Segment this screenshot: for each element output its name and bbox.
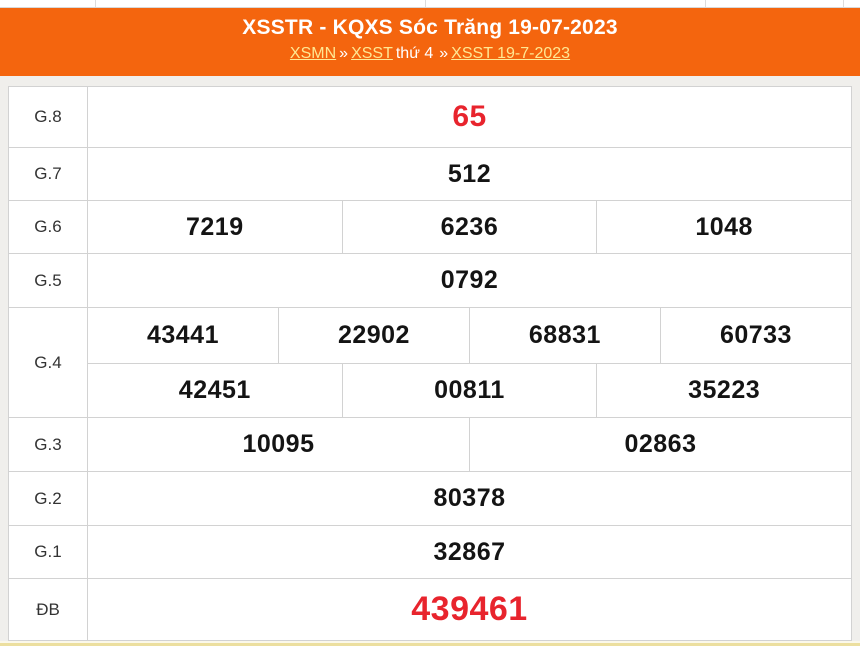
cropped-cell-border (843, 0, 844, 7)
prize-number: 512 (87, 147, 852, 201)
prize-label: G.8 (8, 86, 88, 148)
page-title: XSSTR - KQXS Sóc Trăng 19-07-2023 (242, 16, 618, 39)
prize-label: G.7 (8, 147, 88, 201)
prize-row-g7: G.7 512 (8, 147, 852, 201)
prize-row-g5: G.5 0792 (8, 253, 852, 308)
prize-number: 60733 (659, 307, 853, 364)
prize-number: 6236 (341, 200, 598, 254)
prize-row-g3: G.3 10095 02863 (8, 417, 853, 472)
breadcrumb-separator: » (339, 45, 349, 62)
bottom-divider (0, 641, 860, 646)
results-table: G.8 65 G.7 512 G.6 7219 6236 1048 G.5 07… (8, 86, 853, 641)
prize-label: G.1 (8, 525, 88, 579)
prize-label: G.3 (8, 417, 88, 472)
prize-row-g1: G.1 32867 (8, 525, 852, 579)
prize-number: 65 (87, 86, 852, 148)
bottom-divider-cream (0, 641, 860, 643)
top-cropped-row (0, 0, 860, 8)
prize-number: 32867 (87, 525, 852, 579)
prize-number: 7219 (87, 200, 343, 254)
prize-number: 02863 (468, 417, 853, 472)
prize-row-g2: G.2 80378 (8, 471, 852, 526)
prize-number: 1048 (596, 200, 852, 254)
cropped-cell-border (425, 0, 426, 7)
breadcrumb-link-region[interactable]: XSMN (289, 45, 337, 62)
breadcrumb: XSMN» XSST thứ 4» XSST 19-7-2023 (0, 43, 860, 65)
prize-row-g4-line2: 42451 00811 35223 (9, 363, 852, 418)
breadcrumb-link-date[interactable]: XSST 19-7-2023 (451, 45, 571, 62)
prize-number: 43441 (87, 307, 279, 364)
prize-label: G.4 (8, 307, 88, 418)
breadcrumb-weekday: thứ 4 (395, 45, 434, 62)
prize-row-g4-line1: G.4 43441 22902 68831 60733 (8, 307, 853, 418)
prize-number: 0792 (87, 253, 852, 308)
result-header: XSSTR - KQXS Sóc Trăng 19-07-2023 XSMN» X… (0, 8, 860, 76)
prize-row-g8: G.8 65 (8, 86, 852, 148)
prize-label: G.2 (8, 471, 88, 526)
prize-row-g6: G.6 7219 6236 1048 (8, 200, 852, 254)
header-table-gap (0, 76, 860, 86)
prize-number: 10095 (87, 417, 470, 472)
bottom-divider-gold (0, 643, 860, 646)
prize-number: 42451 (87, 363, 343, 418)
cropped-cell-border (705, 0, 706, 7)
breadcrumb-separator: » (439, 45, 449, 62)
prize-number: 439461 (87, 578, 852, 641)
prize-label: G.6 (8, 200, 88, 254)
results-table-wrapper: G.8 65 G.7 512 G.6 7219 6236 1048 G.5 07… (0, 86, 860, 641)
prize-number: 68831 (468, 307, 661, 364)
prize-label: G.5 (8, 253, 88, 308)
prize-number: 22902 (277, 307, 470, 364)
breadcrumb-link-station[interactable]: XSST (351, 45, 393, 62)
prize-label: ĐB (8, 578, 88, 641)
prize-number: 80378 (87, 471, 852, 526)
prize-number: 35223 (596, 363, 852, 418)
cropped-cell-border (95, 0, 96, 7)
prize-number: 00811 (341, 363, 598, 418)
prize-row-special: ĐB 439461 (8, 578, 852, 641)
